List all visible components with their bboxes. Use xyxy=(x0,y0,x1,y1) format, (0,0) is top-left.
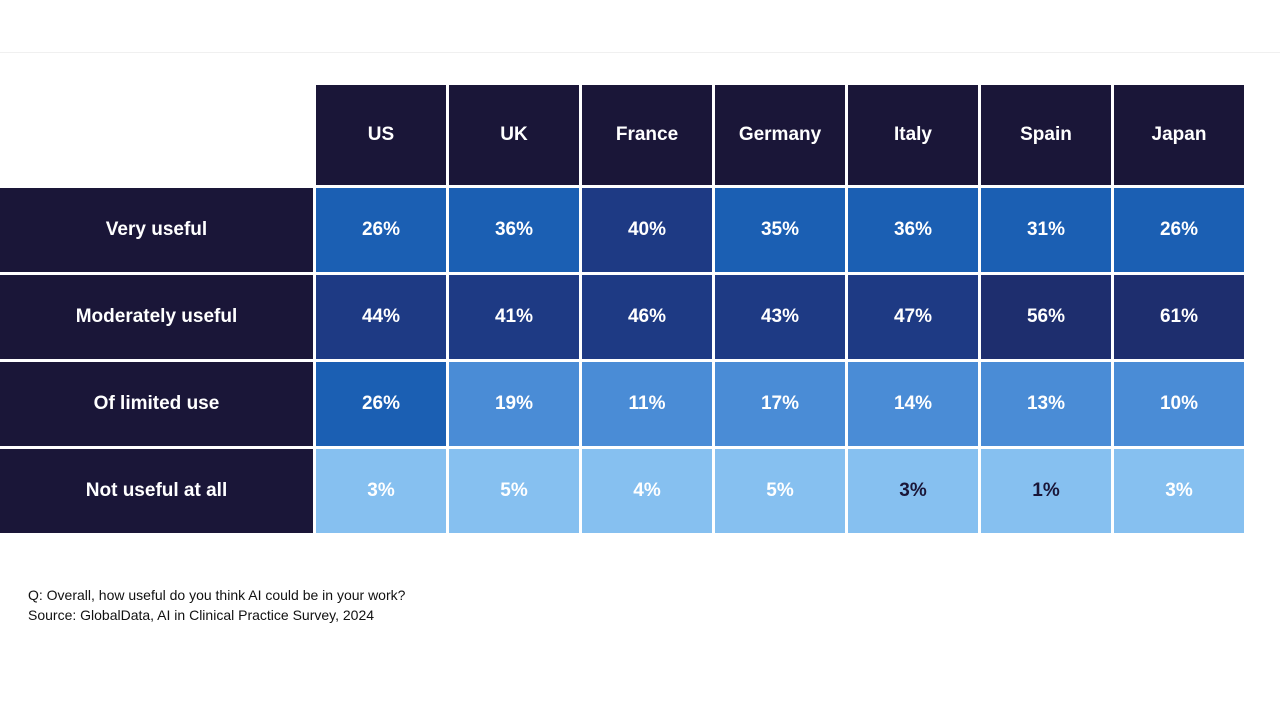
cell-of-limited-use-france: 11% xyxy=(582,362,712,446)
cell-very-useful-japan: 26% xyxy=(1114,188,1244,272)
top-divider xyxy=(0,52,1280,53)
cell-moderately-useful-japan: 61% xyxy=(1114,275,1244,359)
survey-table: US UK France Germany Italy Spain Japan V… xyxy=(0,82,1247,536)
cell-very-useful-italy: 36% xyxy=(848,188,978,272)
cell-very-useful-germany: 35% xyxy=(715,188,845,272)
cell-not-useful-at-all-germany: 5% xyxy=(715,449,845,533)
column-header-france: France xyxy=(582,85,712,185)
cell-of-limited-use-japan: 10% xyxy=(1114,362,1244,446)
cell-not-useful-at-all-uk: 5% xyxy=(449,449,579,533)
footer-notes: Q: Overall, how useful do you think AI c… xyxy=(28,585,405,625)
cell-moderately-useful-us: 44% xyxy=(316,275,446,359)
cell-not-useful-at-all-japan: 3% xyxy=(1114,449,1244,533)
table-row-moderately-useful: Moderately useful 44% 41% 46% 43% 47% 56… xyxy=(0,275,1244,359)
cell-very-useful-spain: 31% xyxy=(981,188,1111,272)
source-note: Source: GlobalData, AI in Clinical Pract… xyxy=(28,607,375,623)
cell-of-limited-use-us: 26% xyxy=(316,362,446,446)
row-header-very-useful: Very useful xyxy=(0,188,313,272)
cell-moderately-useful-uk: 41% xyxy=(449,275,579,359)
cell-very-useful-uk: 36% xyxy=(449,188,579,272)
column-header-japan: Japan xyxy=(1114,85,1244,185)
cell-not-useful-at-all-france: 4% xyxy=(582,449,712,533)
table-row-not-useful-at-all: Not useful at all 3% 5% 4% 5% 3% 1% 3% xyxy=(0,449,1244,533)
corner-cell xyxy=(0,85,313,185)
cell-moderately-useful-germany: 43% xyxy=(715,275,845,359)
cell-not-useful-at-all-spain: 1% xyxy=(981,449,1111,533)
cell-of-limited-use-italy: 14% xyxy=(848,362,978,446)
cell-very-useful-us: 26% xyxy=(316,188,446,272)
survey-question: Q: Overall, how useful do you think AI c… xyxy=(28,587,406,603)
column-header-us: US xyxy=(316,85,446,185)
cell-of-limited-use-uk: 19% xyxy=(449,362,579,446)
table-row-of-limited-use: Of limited use 26% 19% 11% 17% 14% 13% 1… xyxy=(0,362,1244,446)
row-header-not-useful-at-all: Not useful at all xyxy=(0,449,313,533)
cell-not-useful-at-all-us: 3% xyxy=(316,449,446,533)
column-header-italy: Italy xyxy=(848,85,978,185)
table-row-very-useful: Very useful 26% 36% 40% 35% 36% 31% 26% xyxy=(0,188,1244,272)
cell-moderately-useful-france: 46% xyxy=(582,275,712,359)
row-header-moderately-useful: Moderately useful xyxy=(0,275,313,359)
header-row: US UK France Germany Italy Spain Japan xyxy=(0,85,1244,185)
row-header-of-limited-use: Of limited use xyxy=(0,362,313,446)
column-header-spain: Spain xyxy=(981,85,1111,185)
cell-moderately-useful-italy: 47% xyxy=(848,275,978,359)
cell-of-limited-use-germany: 17% xyxy=(715,362,845,446)
column-header-germany: Germany xyxy=(715,85,845,185)
cell-of-limited-use-spain: 13% xyxy=(981,362,1111,446)
cell-moderately-useful-spain: 56% xyxy=(981,275,1111,359)
cell-very-useful-france: 40% xyxy=(582,188,712,272)
column-header-uk: UK xyxy=(449,85,579,185)
cell-not-useful-at-all-italy: 3% xyxy=(848,449,978,533)
